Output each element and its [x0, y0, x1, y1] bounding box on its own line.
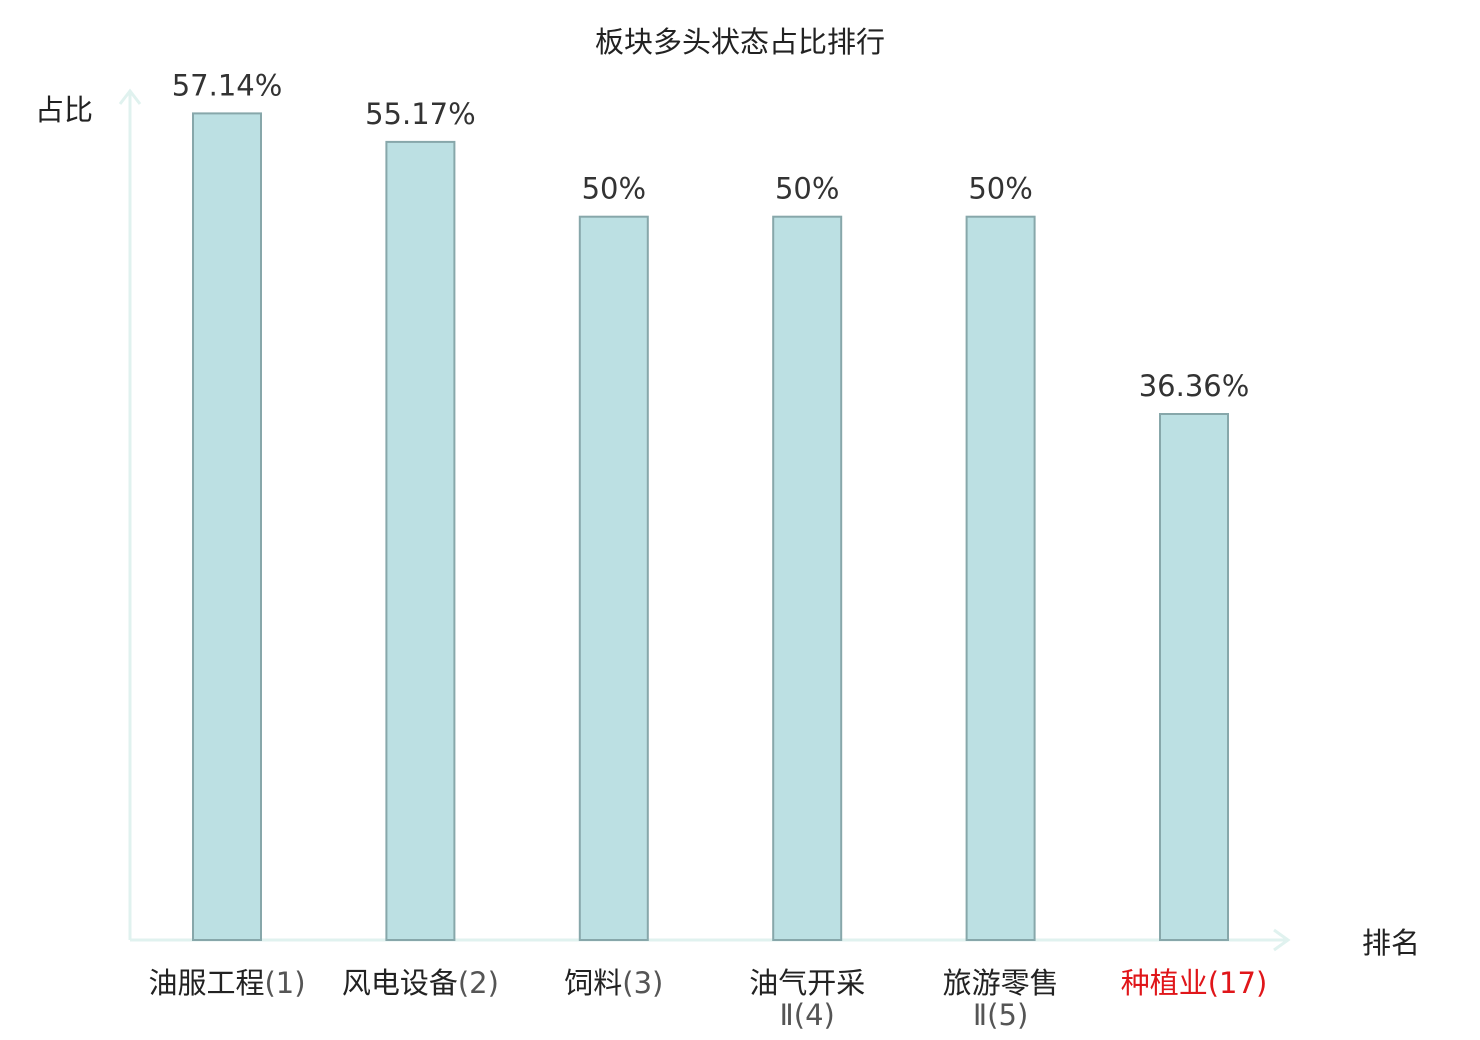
x-axis-arrow: [1273, 928, 1291, 952]
bar-value-label: 36.36%: [1139, 369, 1250, 403]
y-axis-arrow: [118, 88, 142, 105]
bar: [385, 140, 456, 941]
bar: [772, 215, 843, 941]
bar: [192, 112, 262, 941]
category-labels-group: 油服工程(1) 风电设备(2) 饲料(3) 油气开采 Ⅱ(4) 旅游零售 Ⅱ(5) 种植业(1…: [148, 966, 1267, 1032]
bar-value-label: 50%: [582, 172, 646, 206]
bar: [965, 215, 1036, 941]
category-label: 油服工程(1): [148, 966, 305, 1000]
bar: [578, 215, 649, 941]
y-axis-label: 占比: [35, 93, 93, 127]
category-label: 风电设备(2): [342, 966, 499, 1000]
value-labels-group: 57.14% 55.17% 50% 50% 50% 36.36%: [172, 68, 1250, 403]
bars-group: [192, 112, 1229, 941]
category-label: 饲料(3): [564, 966, 663, 1000]
bar-value-label: 50%: [968, 172, 1032, 206]
bar-value-label: 55.17%: [365, 97, 476, 131]
bar: [1159, 413, 1229, 941]
category-label: 旅游零售 Ⅱ(5): [943, 966, 1059, 1032]
category-label: 油气开采 Ⅱ(4): [749, 966, 865, 1032]
category-label: 种植业(17): [1121, 966, 1268, 1000]
x-axis-label: 排名: [1362, 926, 1420, 960]
bar-value-label: 50%: [775, 172, 839, 206]
chart-title: 板块多头状态占比排行: [595, 25, 885, 59]
bar-value-label: 57.14%: [172, 68, 283, 102]
